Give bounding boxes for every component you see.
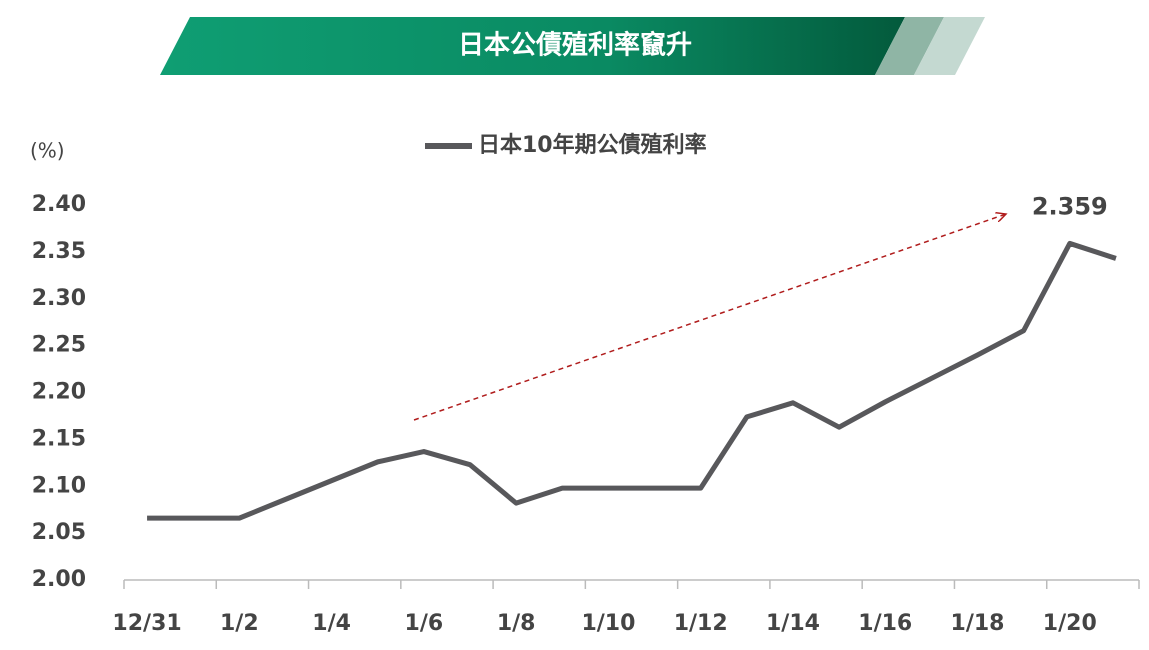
data-label: 2.359 <box>1032 192 1108 220</box>
x-tick-label: 12/31 <box>112 611 181 636</box>
x-tick-label: 1/6 <box>405 611 444 636</box>
x-tick-label: 1/4 <box>312 611 351 636</box>
line-series <box>147 240 1117 521</box>
y-tick-label: 2.20 <box>32 380 86 405</box>
x-tick-label: 1/10 <box>581 611 635 636</box>
y-tick-label: 2.30 <box>32 286 86 311</box>
title-banner <box>160 17 905 75</box>
y-tick-label: 2.35 <box>32 239 86 264</box>
x-tick-label: 1/20 <box>1043 611 1097 636</box>
trend-arrow <box>413 214 1006 421</box>
y-tick-label: 2.05 <box>32 520 86 545</box>
banner-stripe <box>875 17 944 75</box>
legend-label: 日本10年期公債殖利率 <box>478 132 707 158</box>
y-unit: (%) <box>30 139 65 163</box>
x-tick-label: 1/8 <box>497 611 536 636</box>
y-tick-label: 2.00 <box>32 567 86 592</box>
x-tick-label: 1/16 <box>858 611 912 636</box>
x-tick-label: 1/18 <box>951 611 1005 636</box>
banner-stripe <box>914 17 985 75</box>
y-tick-label: 2.40 <box>32 192 86 217</box>
x-tick-label: 1/2 <box>220 611 259 636</box>
y-tick-label: 2.10 <box>32 473 86 498</box>
chart-title: 日本公債殖利率竄升 <box>458 30 692 61</box>
y-tick-label: 2.15 <box>32 426 86 451</box>
y-tick-label: 2.25 <box>32 333 86 358</box>
x-tick-label: 1/12 <box>674 611 728 636</box>
x-tick-label: 1/14 <box>766 611 820 636</box>
